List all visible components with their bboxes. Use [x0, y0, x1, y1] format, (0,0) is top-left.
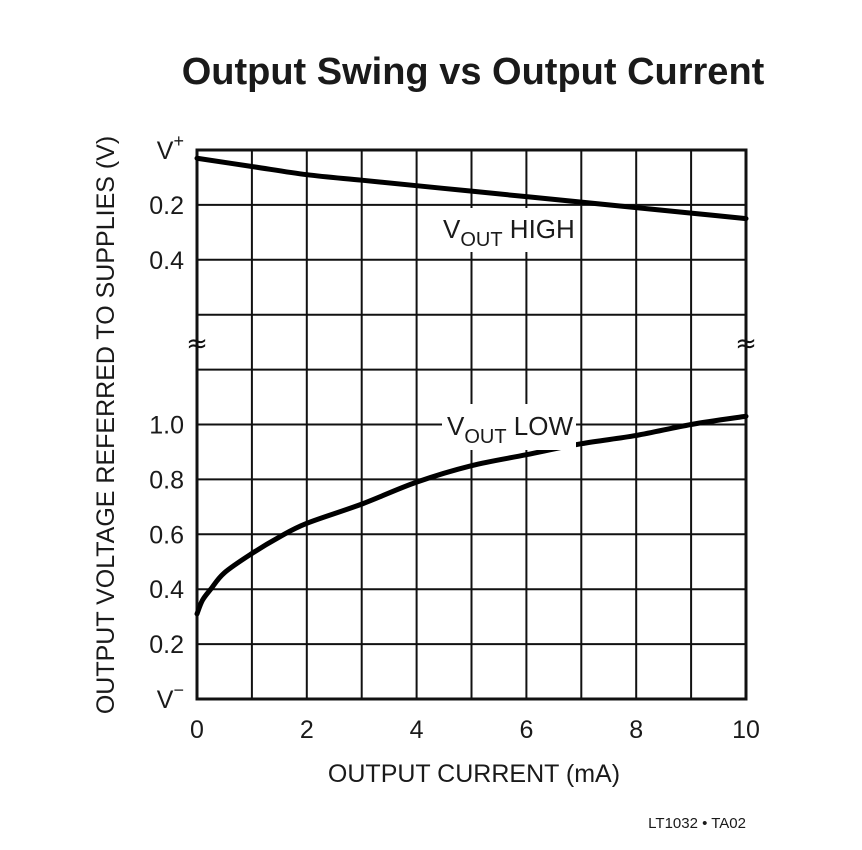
series-label-background	[440, 208, 576, 252]
y-tick-label: 0.8	[149, 466, 184, 494]
y-tick-label: V+	[157, 131, 184, 165]
y-tick-label: 0.4	[149, 576, 184, 604]
ticks: 0 2 4 6 8 10 V+ 0.2 0.4 1.0 0.8 0.6 0.4 0.2 V−	[149, 131, 760, 744]
plot-frame	[195, 148, 748, 701]
axis-break-left-icon: ≈	[186, 329, 208, 359]
y-tick-label: 0.4	[149, 247, 184, 275]
figure-code: LT1032 • TA02	[648, 815, 746, 832]
series-label: VOUT HIGH	[443, 214, 575, 251]
series-label-background	[442, 404, 576, 450]
curves	[194, 155, 749, 617]
curve-vout-high	[194, 155, 749, 222]
axis-break-right-icon: ≈	[735, 329, 757, 359]
x-tick-label: 2	[300, 716, 314, 744]
chart-title: Output Swing vs Output Current	[182, 51, 765, 93]
series-label: VOUT LOW	[447, 411, 573, 448]
x-axis-label: OUTPUT CURRENT (mA)	[328, 760, 620, 788]
y-tick-label: V−	[157, 680, 184, 714]
y-axis-label: OUTPUT VOLTAGE REFERRED TO SUPPLIES (V)	[92, 136, 120, 714]
curve-vout-low	[194, 413, 749, 617]
x-tick-label: 10	[732, 716, 760, 744]
series-labels: VOUT HIGH VOUT LOW	[440, 208, 576, 450]
y-tick-label: 0.2	[149, 192, 184, 220]
y-tick-label: 1.0	[149, 412, 184, 440]
x-tick-label: 8	[629, 716, 643, 744]
x-tick-label: 0	[190, 716, 204, 744]
x-tick-label: 4	[410, 716, 424, 744]
x-tick-label: 6	[519, 716, 533, 744]
y-tick-label: 0.6	[149, 521, 184, 549]
y-tick-label: 0.2	[149, 631, 184, 659]
